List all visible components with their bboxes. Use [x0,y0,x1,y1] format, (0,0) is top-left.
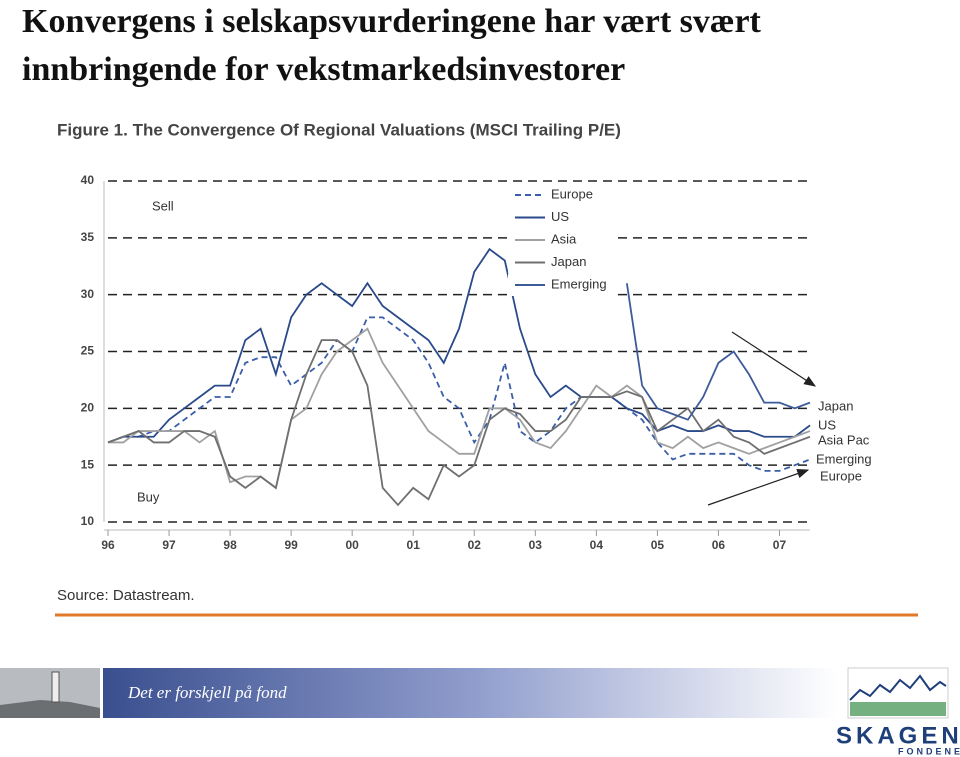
legend-label: Emerging [551,276,607,291]
annotation: Sell [152,198,174,213]
annotation: Buy [137,489,160,504]
annotation: US [818,417,836,432]
x-tick-label: 98 [223,538,237,552]
arrow [731,331,817,387]
slide-title: Konvergens i selskapsvurderingene har væ… [22,3,762,40]
lighthouse [51,671,60,703]
legend-label: Asia [551,231,577,246]
arrow [707,469,810,506]
y-tick-label: 25 [81,344,95,358]
series-line [107,316,811,472]
x-tick-label: 99 [284,538,298,552]
legend-bg [508,274,618,296]
logo-line [849,674,947,701]
x-tick-label: 04 [590,538,604,552]
photo-rocks [0,700,100,718]
chart-title: Figure 1. The Convergence Of Regional Va… [57,120,621,139]
logo: SKAGEN [836,722,960,749]
x-tick-label: 03 [529,538,543,552]
annotation: Japan [818,398,853,413]
legend-bg [508,206,618,229]
x-tick-label: 97 [162,538,176,552]
x-tick-label: 05 [651,538,665,552]
legend-label: Europe [551,186,593,201]
annotation: Emerging [816,451,872,466]
legend-bg [508,184,618,206]
y-tick-label: 40 [81,173,95,187]
x-tick-label: 02 [468,538,482,552]
annotation: Europe [820,468,862,483]
x-tick-label: 06 [712,538,726,552]
x-tick-label: 07 [773,538,787,552]
series-line [107,247,811,444]
x-tick-label: 01 [407,538,421,552]
x-tick-label: 96 [101,538,115,552]
legend-bg [508,229,618,251]
y-tick-label: 30 [81,287,95,301]
legend-label: Japan [551,254,586,269]
source: Source: Datastream. [57,587,195,604]
y-tick-label: 35 [81,230,95,244]
logo-sub: FONDENE [898,746,960,756]
tagline: Det er forskjell på fond [127,683,287,702]
footer-band [103,668,838,718]
y-tick-label: 20 [81,401,95,415]
series-line [107,339,811,507]
slide-title: innbringende for vekstmarkedsinvestorer [22,51,625,88]
legend-label: US [551,209,569,224]
x-tick-label: 00 [345,538,359,552]
annotation: Asia Pac [818,432,870,447]
y-tick-label: 15 [81,457,95,471]
logo-bars [850,702,946,716]
series-line [625,283,811,421]
legend-bg [508,251,618,274]
y-tick-label: 10 [81,514,95,528]
